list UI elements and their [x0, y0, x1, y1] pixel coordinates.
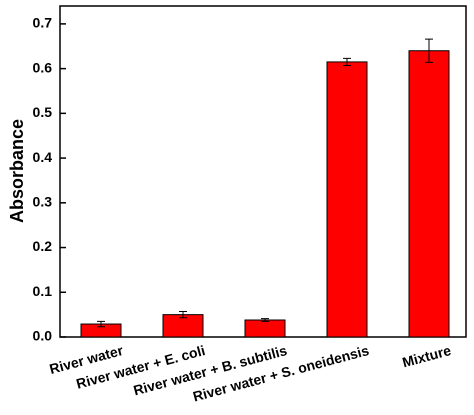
error-bar [97, 320, 105, 328]
y-axis-label: Absorbance [7, 119, 27, 223]
y-tick-label: 0.2 [33, 238, 53, 254]
bar [244, 319, 286, 338]
bar [326, 61, 368, 338]
x-tick-label: Mixture [400, 342, 452, 370]
error-bar [425, 38, 433, 63]
error-bar [179, 311, 187, 319]
y-tick-label: 0.1 [33, 283, 53, 299]
bar [408, 50, 450, 338]
y-tick-label: 0.7 [33, 15, 53, 31]
error-bar [343, 57, 351, 66]
y-tick-label: 0.5 [33, 104, 53, 120]
y-tick-label: 0.6 [33, 59, 53, 75]
y-tick-label: 0.3 [33, 194, 53, 210]
y-tick-label: 0.4 [33, 149, 53, 165]
plot-frame [59, 5, 467, 338]
error-bar [261, 318, 269, 322]
y-tick-label: 0.0 [33, 328, 53, 344]
